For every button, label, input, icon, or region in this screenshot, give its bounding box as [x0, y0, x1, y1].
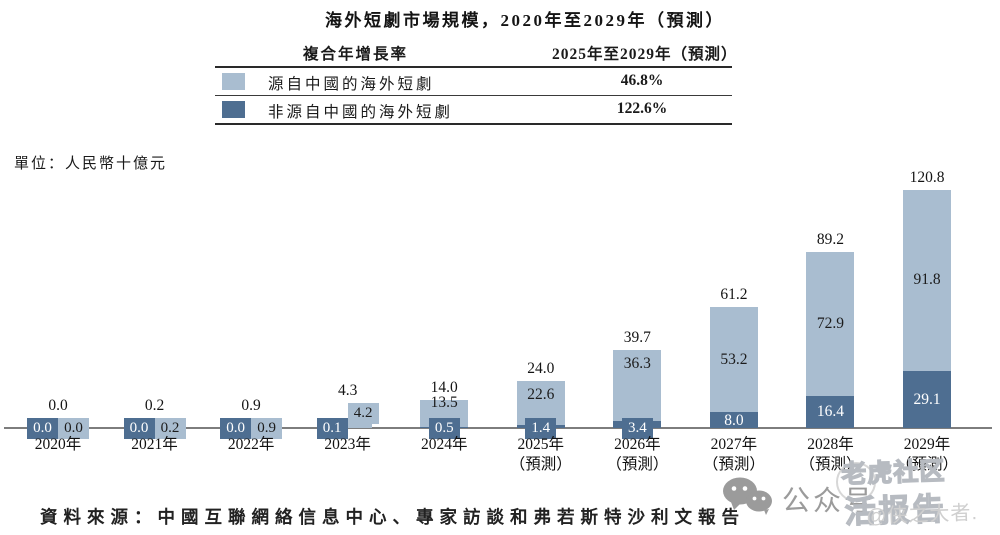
bar-total-label: 39.7 — [623, 328, 651, 346]
x-axis-label: 2028年 — [807, 436, 854, 453]
bar-value-dark: 8.0 — [724, 411, 744, 429]
bar-segment-dark — [709, 412, 758, 428]
bar-segment-light — [903, 189, 952, 371]
bar-value-dark: 29.1 — [913, 390, 941, 408]
bar-segment-dark — [903, 370, 952, 428]
x-axis-label-forecast: （預測） — [509, 456, 572, 473]
bar-value-chip-dark: 0.0 — [220, 417, 252, 439]
legend-swatch — [222, 101, 245, 118]
bar-value-chip-dark: 0.0 — [27, 417, 58, 439]
bar-total-label: 120.8 — [909, 168, 945, 186]
bar-value-chip-dark: 0.1 — [316, 417, 348, 439]
legend-label: 源自中國的海外短劇 — [268, 76, 435, 93]
watermark-circle-stamp — [836, 462, 876, 502]
bar-value-chip-dark: 0.5 — [428, 417, 460, 439]
bar-value-dark: 16.4 — [816, 403, 845, 421]
x-axis-label: 2024年 — [420, 436, 468, 453]
bar-total-label: 0.9 — [241, 396, 261, 414]
x-axis-label: 2026年 — [614, 436, 661, 453]
bar-total-label: 4.3 — [337, 382, 358, 399]
cagr-table-header: 複合年增長率 2025年至2029年（預測） — [215, 36, 738, 66]
unit-label: 單位：人民幣十億元 — [14, 156, 168, 172]
x-axis-label-forecast: （預測） — [606, 456, 669, 473]
bar-total-label: 89.2 — [816, 231, 845, 249]
bar-value-chip-light: 0.9 — [251, 417, 283, 439]
cagr-row-china: 源自中國的海外短劇 46.8% — [215, 68, 732, 95]
table-rule-middle — [215, 95, 732, 96]
bar-value-light: 91.8 — [913, 271, 941, 289]
watermark-handle: @侠之大者. — [865, 502, 979, 528]
x-axis-line — [4, 427, 992, 429]
bar-value-light: 22.6 — [527, 385, 555, 403]
chart-plot: 0.0 0.0 0.0 2020年 0.0 0.2 0.2 2021年 0.0 0.9 0.9 202… — [0, 160, 1000, 473]
bar-total-label: 0.2 — [144, 396, 165, 414]
cagr-header-period: 2025年至2029年（預測） — [552, 46, 738, 63]
cagr-value: 122.6% — [616, 100, 668, 117]
legend-swatch — [222, 73, 245, 90]
bar-total-label: 14.0 — [430, 379, 458, 397]
wechat-icon — [723, 477, 772, 515]
bar-total-label: 0.0 — [48, 396, 68, 414]
x-axis-label-forecast: （預測） — [896, 456, 959, 473]
bar-value-chip-dark: 1.4 — [525, 417, 557, 439]
x-axis-label: 2023年 — [324, 436, 371, 453]
x-axis-label: 2029年 — [903, 436, 951, 453]
table-rule-top — [215, 66, 732, 68]
bar-value-chip-dark: 0.0 — [123, 417, 155, 439]
bar-value-chip-light: 4.2 — [347, 403, 379, 424]
bar-value-chip-light: 0.2 — [154, 417, 186, 439]
bar-segment-light — [613, 349, 662, 422]
legend-label: 非源自中國的海外短劇 — [268, 104, 454, 121]
table-rule-bottom — [215, 123, 732, 125]
bar-value-chip-light: 0.0 — [58, 417, 89, 439]
x-axis-label-forecast: （預測） — [702, 456, 765, 473]
bar-value-light: 13.5 — [430, 394, 458, 412]
cagr-table: 複合年增長率 2025年至2029年（預測） 源自中國的海外短劇 46.8% 非… — [215, 36, 738, 125]
x-axis-label: 2021年 — [131, 436, 178, 453]
x-axis-label: 2025年 — [517, 436, 565, 453]
bar-value-light: 53.2 — [720, 350, 748, 368]
cagr-value: 46.8% — [620, 72, 664, 89]
source-note: 資料來源：中國互聯網絡信息中心、專家訪談和弗若斯特沙利文報告 — [40, 507, 745, 527]
bar-segment-light — [709, 307, 758, 413]
x-axis-label: 2020年 — [34, 436, 82, 453]
bar-value-light: 72.9 — [816, 314, 845, 332]
chart-title: 海外短劇市場規模，2020年至2029年（預測） — [325, 11, 725, 30]
bar-segment-light — [806, 252, 855, 396]
bar-total-label: 61.2 — [720, 286, 748, 304]
bar-total-label: 24.0 — [527, 359, 555, 377]
bar-segment-dark — [806, 395, 855, 428]
bar-value-light: 36.3 — [623, 354, 651, 372]
x-axis-label: 2027年 — [710, 436, 758, 453]
x-axis-label: 2022年 — [227, 436, 275, 453]
cagr-row-non-china: 非源自中國的海外短劇 122.6% — [215, 96, 732, 123]
cagr-header-metric: 複合年增長率 — [303, 46, 409, 63]
bar-value-chip-dark: 3.4 — [621, 417, 653, 439]
